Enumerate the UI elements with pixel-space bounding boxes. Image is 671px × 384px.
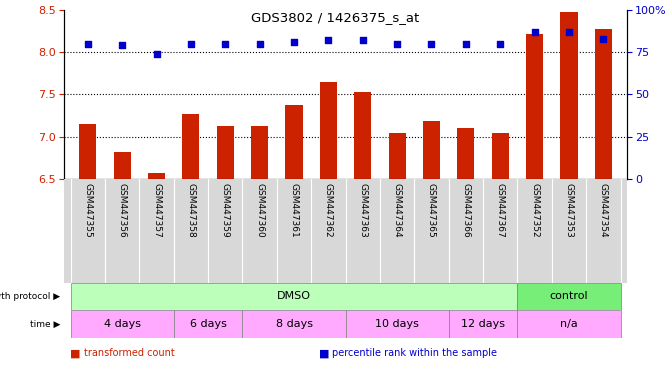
Text: GSM447360: GSM447360	[255, 183, 264, 238]
Text: GSM447367: GSM447367	[496, 183, 505, 238]
Text: percentile rank within the sample: percentile rank within the sample	[332, 348, 497, 358]
Text: GSM447359: GSM447359	[221, 183, 229, 238]
Bar	[517, 310, 621, 338]
Point	[151, 51, 162, 57]
Point	[460, 41, 471, 47]
Text: GSM447357: GSM447357	[152, 183, 161, 238]
Text: ■: ■	[319, 348, 329, 358]
Point	[598, 36, 609, 42]
Text: GSM447366: GSM447366	[462, 183, 470, 238]
Text: control: control	[550, 291, 588, 301]
Point	[392, 41, 403, 47]
Text: GSM447353: GSM447353	[564, 183, 574, 238]
Point	[358, 37, 368, 43]
Text: GSM447355: GSM447355	[83, 183, 93, 238]
Bar	[251, 126, 268, 179]
Bar	[174, 310, 242, 338]
Text: n/a: n/a	[560, 319, 578, 329]
Point	[117, 42, 127, 48]
Bar	[217, 126, 234, 179]
Text: GSM447358: GSM447358	[187, 183, 195, 238]
Bar	[285, 104, 303, 179]
Text: time ▶: time ▶	[30, 319, 60, 329]
Bar	[423, 121, 440, 179]
Point	[529, 29, 540, 35]
Text: GSM447363: GSM447363	[358, 183, 367, 238]
Text: GSM447364: GSM447364	[393, 183, 402, 238]
Text: transformed count: transformed count	[84, 348, 174, 358]
Bar	[70, 310, 174, 338]
Text: ■: ■	[70, 348, 81, 358]
Text: 4 days: 4 days	[104, 319, 141, 329]
Bar	[595, 30, 612, 179]
Bar	[354, 92, 371, 179]
Text: 12 days: 12 days	[461, 319, 505, 329]
Bar	[560, 12, 578, 179]
Bar	[526, 34, 544, 179]
Text: 10 days: 10 days	[375, 319, 419, 329]
Point	[426, 41, 437, 47]
Bar	[320, 82, 337, 179]
Bar	[389, 133, 406, 179]
Text: GDS3802 / 1426375_s_at: GDS3802 / 1426375_s_at	[252, 12, 419, 25]
Text: 8 days: 8 days	[276, 319, 313, 329]
Bar	[148, 173, 165, 179]
Bar	[183, 114, 199, 179]
Point	[186, 41, 197, 47]
Text: GSM447361: GSM447361	[289, 183, 299, 238]
Point	[289, 39, 299, 45]
Bar	[113, 152, 131, 179]
Point	[495, 41, 505, 47]
Text: GSM447356: GSM447356	[117, 183, 127, 238]
Bar	[457, 128, 474, 179]
Point	[323, 37, 333, 43]
Point	[254, 41, 265, 47]
Point	[564, 29, 574, 35]
Text: GSM447352: GSM447352	[530, 183, 539, 238]
Bar	[517, 283, 621, 310]
Text: 6 days: 6 days	[190, 319, 227, 329]
Bar	[242, 310, 346, 338]
Point	[83, 41, 93, 47]
Bar	[449, 310, 517, 338]
Bar	[70, 283, 517, 310]
Text: GSM447365: GSM447365	[427, 183, 436, 238]
Text: GSM447354: GSM447354	[599, 183, 608, 238]
Text: DMSO: DMSO	[277, 291, 311, 301]
Bar	[346, 310, 449, 338]
Text: GSM447362: GSM447362	[324, 183, 333, 238]
Bar	[79, 124, 97, 179]
Bar	[492, 133, 509, 179]
Text: growth protocol ▶: growth protocol ▶	[0, 292, 60, 301]
Point	[220, 41, 231, 47]
